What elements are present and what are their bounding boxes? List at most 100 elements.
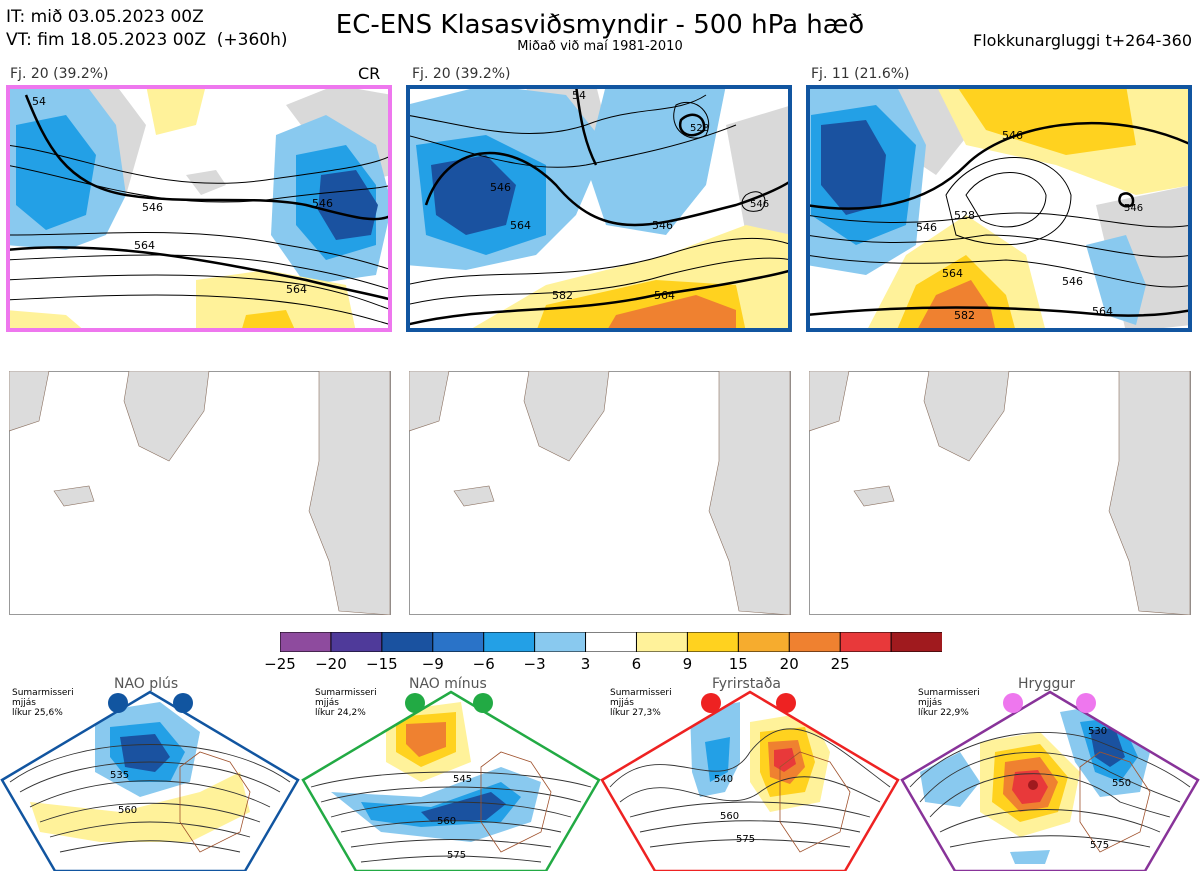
colorbar-bin	[788, 632, 842, 652]
anomaly-positive-core	[774, 748, 796, 772]
valid-time: VT: fim 18.05.2023 00Z (+360h)	[6, 30, 288, 50]
regime-dot	[108, 693, 128, 713]
anomaly-negative-core-east	[318, 170, 378, 240]
colorbar-tick-label: 25	[830, 655, 850, 673]
coastline	[480, 751, 552, 853]
anomaly-negative-north	[586, 89, 726, 235]
regime-title: Hryggur	[1018, 676, 1075, 692]
anomaly-positive-core	[406, 722, 446, 757]
anomaly-positive	[30, 772, 250, 842]
regime-border	[600, 690, 900, 871]
contour-label: 54	[32, 95, 46, 108]
anomaly-positive-core	[608, 295, 736, 328]
colorbar-tick-label: −20	[315, 655, 347, 673]
colorbar-tick-label: 3	[580, 655, 591, 673]
cluster-map-3[interactable]: 546 528 546 564 582 546 564 546	[806, 85, 1192, 332]
colorbar-bin	[280, 632, 332, 652]
contour-label: 546	[916, 221, 937, 234]
colorbar-ticks: −25 −20 −15 −9 −6 −3 3 6 9 15 20 25	[260, 655, 960, 675]
anomaly-positive-north-core	[958, 89, 1136, 155]
land-greenland	[923, 371, 1010, 462]
contour-label: 528	[954, 209, 975, 222]
initial-time: IT: mið 03.05.2023 00Z	[6, 7, 204, 27]
land-greenland	[123, 371, 210, 462]
land-greenland	[523, 371, 610, 462]
anomaly-negative-se	[1086, 235, 1146, 325]
contour-label: 564	[134, 239, 155, 252]
contour-label: 560	[118, 805, 137, 816]
anomaly-positive-south-core	[918, 280, 996, 328]
contour-label: 545	[453, 774, 472, 785]
contour-label: 530	[1088, 726, 1107, 737]
regime-title: Fyrirstaða	[712, 676, 781, 692]
colorbar-bin	[585, 632, 638, 652]
regime-nao-minus: Sumarmisseri mjjás líkur 24,2% NAO mínus 5…	[301, 672, 601, 871]
page-subtitle: Miðað við maí 1981-2010	[517, 39, 683, 54]
land-canada	[409, 371, 450, 432]
land-iceland	[53, 485, 95, 507]
contour-label: 546	[750, 199, 769, 210]
land-scandinavia	[726, 106, 788, 245]
contour-label: 550	[1112, 778, 1131, 789]
contour-label: 546	[490, 181, 511, 194]
contour-label: 546	[1002, 129, 1023, 142]
contour-label: 54	[572, 89, 586, 102]
regime-dot	[173, 693, 193, 713]
colorbar-tick-label: −3	[523, 655, 546, 673]
panel-2-label: Fj. 20 (39.2%)	[412, 66, 511, 82]
contour-label: 564	[510, 219, 531, 232]
coastline	[1079, 751, 1151, 853]
contour-label: 560	[437, 816, 456, 827]
classification-window: Flokkunargluggi t+264-360	[973, 31, 1192, 50]
contour-label: 575	[447, 850, 466, 861]
header-times: IT: mið 03.05.2023 00Z VT: fim 18.05.202…	[6, 6, 288, 52]
page-title: EC-ENS Klasasviðsmyndir - 500 hPa hæð	[335, 10, 865, 40]
land-iceland	[853, 485, 895, 507]
regime-title: NAO mínus	[409, 676, 487, 692]
cluster-map-1[interactable]: 546 546 564 564 54	[6, 85, 392, 332]
regime-info: Sumarmisseri mjjás líkur 25,6%	[12, 688, 74, 718]
coastline	[779, 751, 851, 853]
contour-label: 560	[720, 811, 739, 822]
colorbar-bin	[686, 632, 740, 652]
colorbar-tick-label: 15	[728, 655, 748, 673]
contour-label: 535	[110, 770, 129, 781]
land-iceland	[453, 485, 495, 507]
colorbar-tick-label: −6	[472, 655, 495, 673]
regime-info: Sumarmisseri mjjás líkur 22,9%	[918, 688, 980, 718]
contour-label: 575	[1090, 840, 1109, 851]
anomaly-positive-sw	[10, 310, 82, 328]
panel-1-tag: CR	[358, 64, 381, 83]
panel-border	[806, 85, 1192, 332]
contour-label: 564	[1092, 305, 1113, 318]
anomaly-positive-south-core	[242, 310, 295, 328]
contour-label: 582	[552, 289, 573, 302]
panel-border	[6, 85, 392, 332]
land-europe	[708, 371, 791, 615]
contour-label: 546	[142, 201, 163, 214]
regime-map: 540 560 575	[600, 690, 900, 871]
colorbar-bin	[432, 632, 485, 652]
contour-label: 564	[654, 289, 675, 302]
contour-label: 575	[736, 834, 755, 845]
anomaly-positive-north	[146, 89, 205, 135]
base-map-3	[809, 371, 1191, 615]
colorbar-bin	[839, 632, 893, 652]
colorbar-bin	[330, 632, 383, 652]
regime-dot	[405, 693, 425, 713]
colorbar-bin	[737, 632, 791, 652]
regime-map: 535 560	[0, 690, 300, 871]
cluster-map-2[interactable]: 546 564 546 564 582 528 546 54	[406, 85, 792, 332]
panel-border	[406, 85, 792, 332]
contour-label: 564	[286, 283, 307, 296]
colorbar-tick-label: 20	[779, 655, 799, 673]
colorbar-bin	[635, 632, 689, 652]
land-canada	[9, 371, 50, 432]
colorbar-bin	[534, 632, 587, 652]
regime-ridge: Sumarmisseri mjjás líkur 22,9% Hryggur	[900, 672, 1200, 871]
regime-dot	[776, 693, 796, 713]
contour-label: 564	[942, 267, 963, 280]
colorbar-tick-label: −25	[264, 655, 296, 673]
contour-label: 540	[714, 774, 733, 785]
colorbar-bin	[381, 632, 434, 652]
